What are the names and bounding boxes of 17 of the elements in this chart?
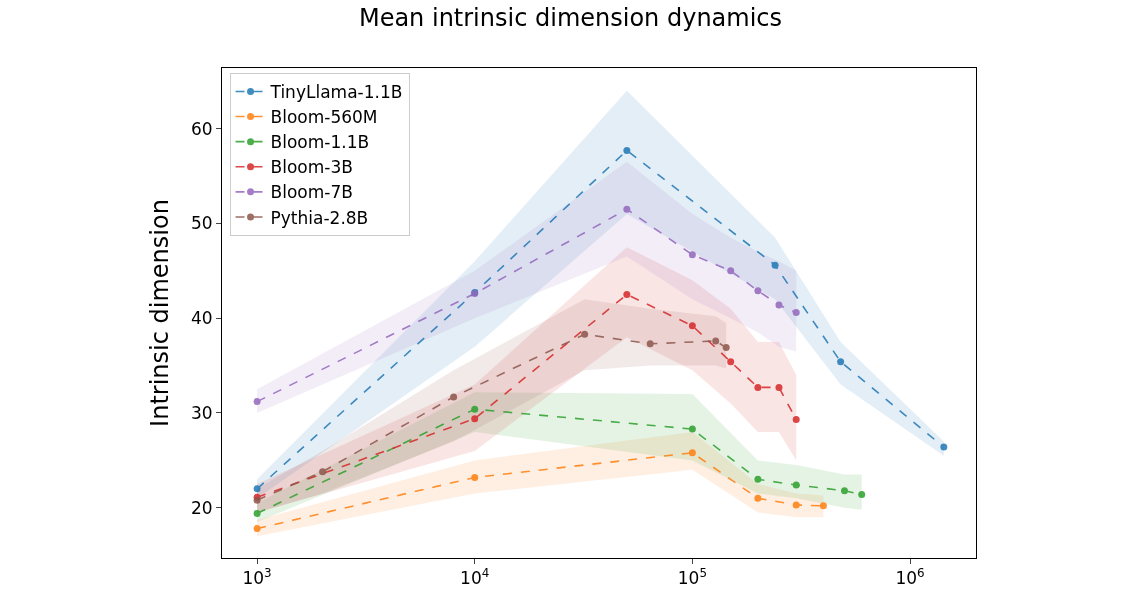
y-tick-label: 60: [190, 118, 213, 139]
x-tick-label: 10$^{3}$: [242, 566, 272, 589]
x-tick-label: 10$^{4}$: [460, 566, 490, 589]
chart-title: Mean intrinsic dimension dynamics: [358, 3, 783, 32]
y-tick-label: 20: [190, 497, 213, 518]
y-tick-label: 30: [190, 402, 213, 423]
y-tick-label: 50: [190, 213, 213, 234]
legend-label: Bloom-560M: [270, 107, 378, 128]
y-axis-title: Intrinsic dimension: [146, 199, 175, 427]
legend-label: Bloom-7B: [270, 182, 353, 203]
legend-label: Bloom-1.1B: [270, 132, 370, 153]
x-tick-label: 10$^{5}$: [677, 566, 707, 589]
legend-label: Bloom-3B: [270, 157, 353, 178]
y-tick-label: 40: [190, 308, 213, 329]
legend-label: TinyLlama-1.1B: [269, 82, 403, 103]
legend-label: Pythia-2.8B: [270, 207, 369, 228]
x-tick-label: 10$^{6}$: [895, 566, 925, 589]
